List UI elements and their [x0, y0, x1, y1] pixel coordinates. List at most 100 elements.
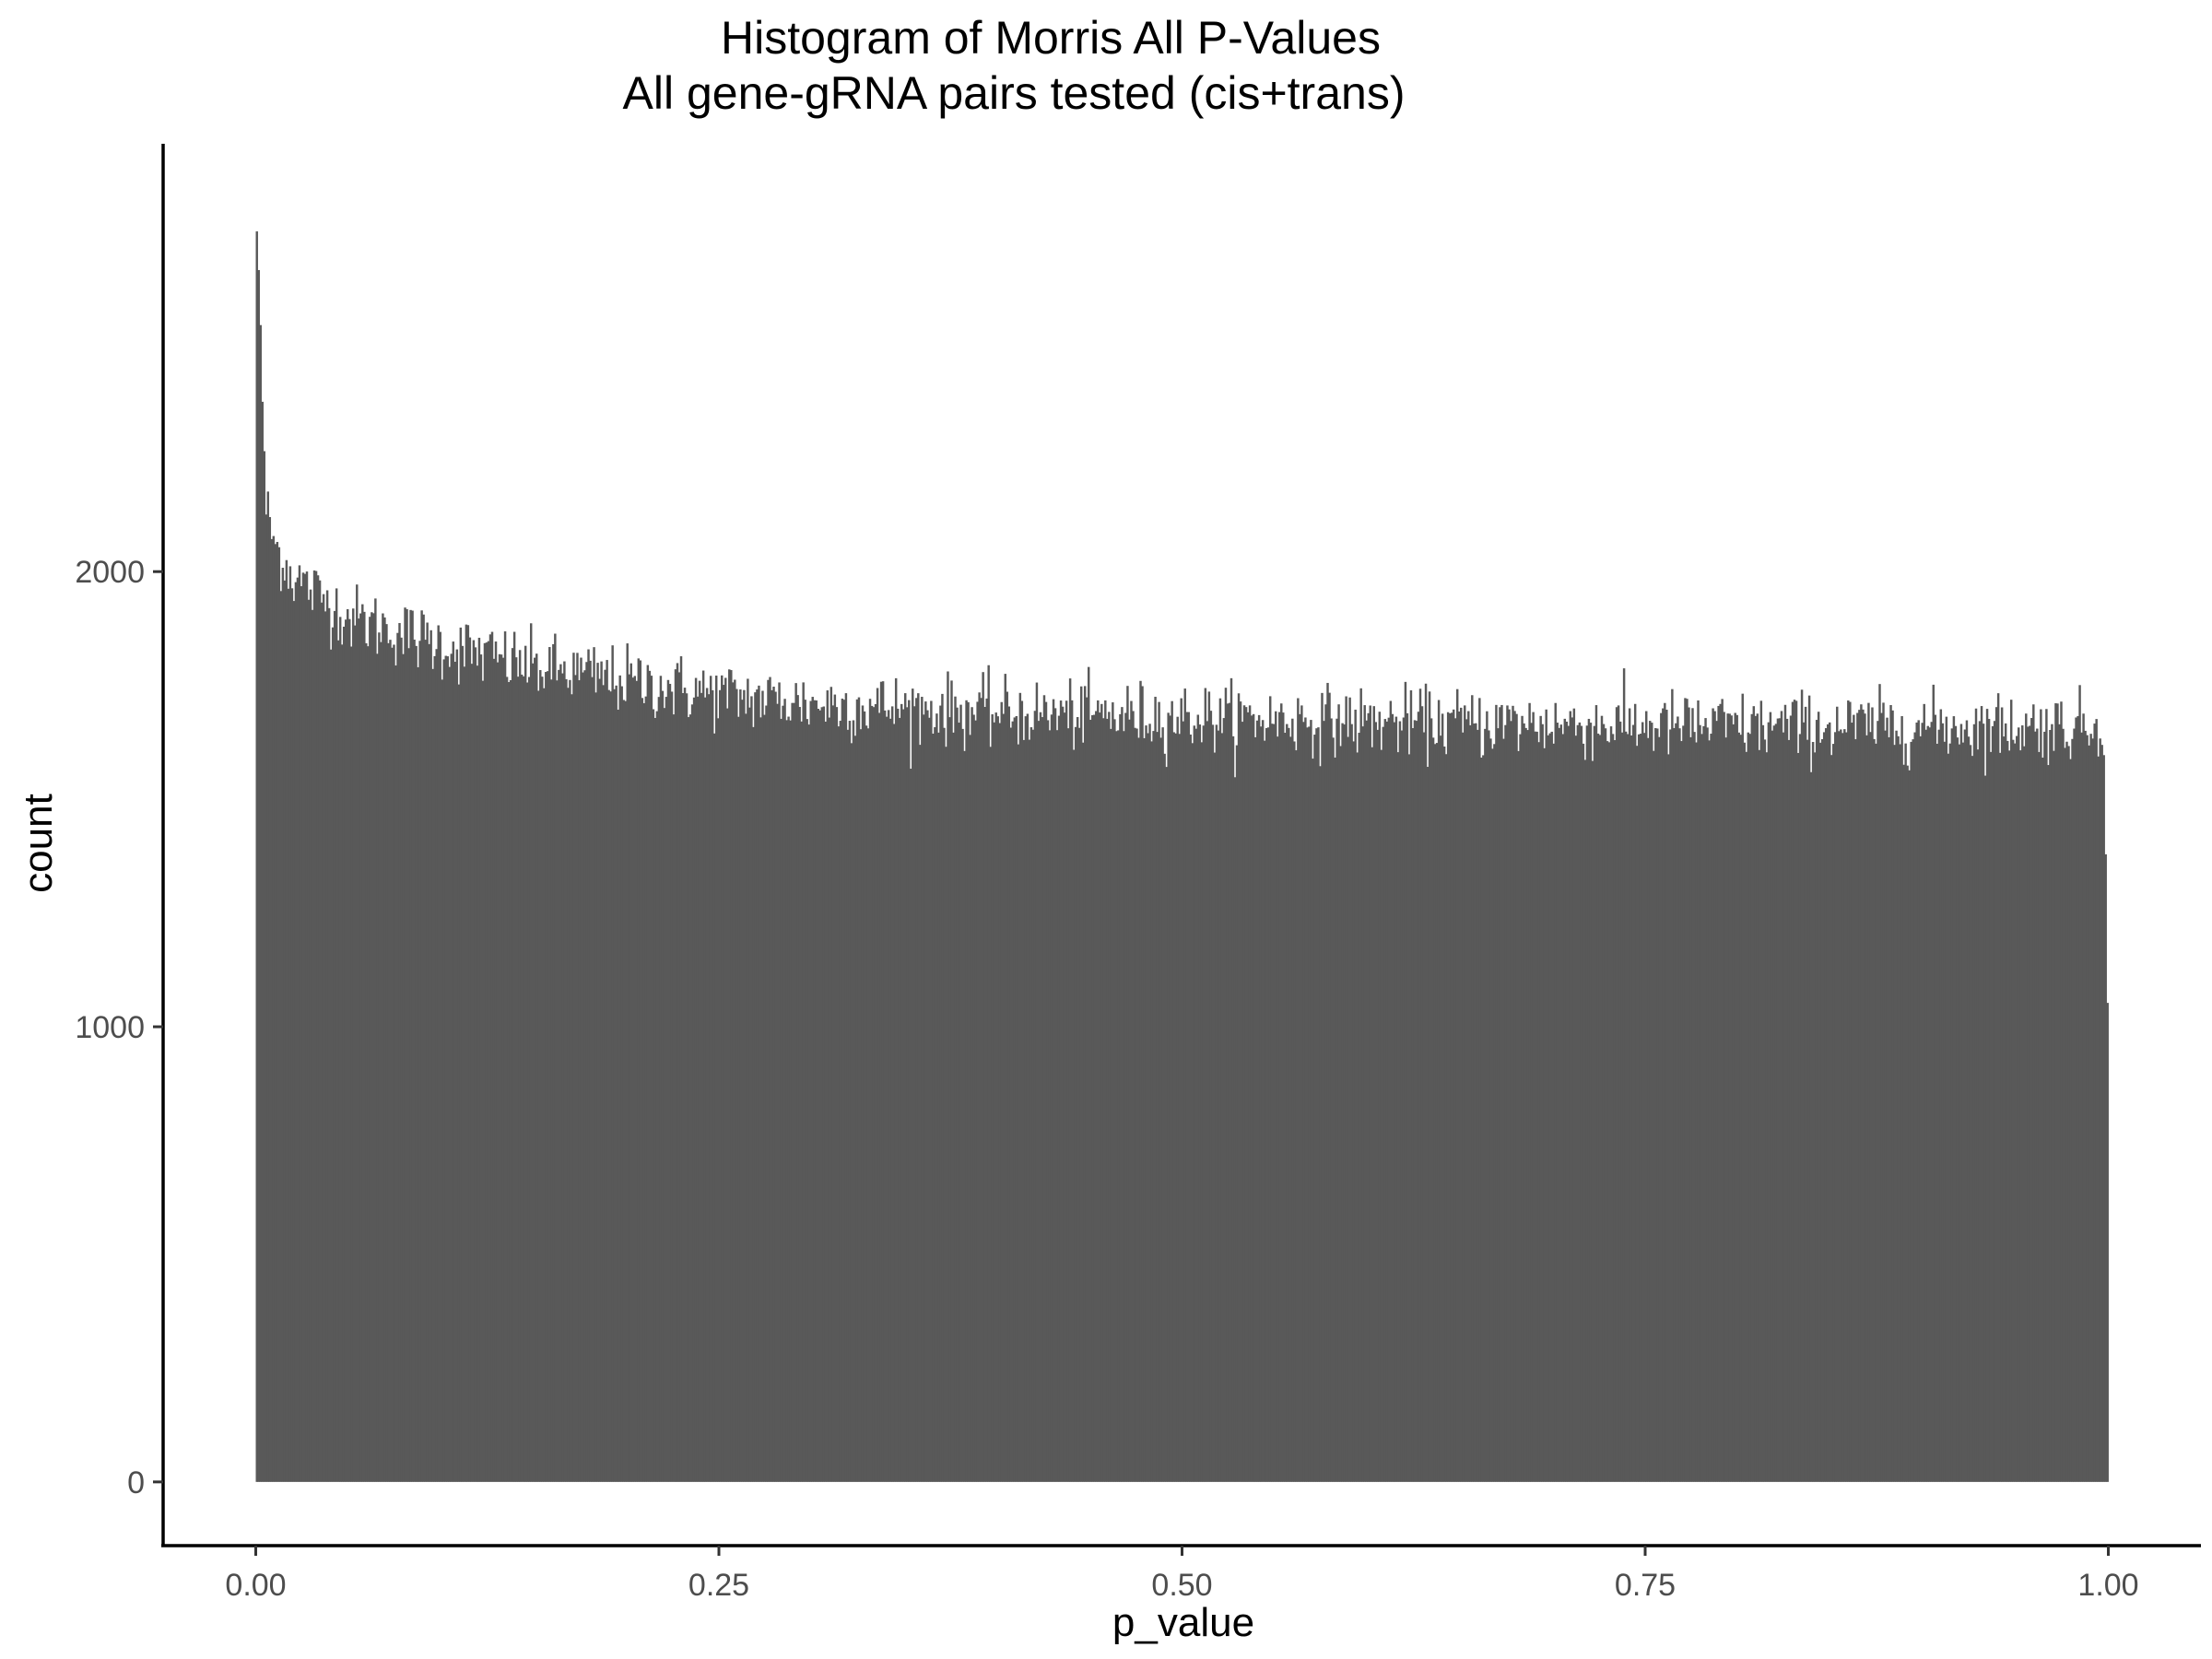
histogram-bar	[1794, 700, 1798, 1482]
histogram-bar	[748, 707, 751, 1482]
histogram-bar	[283, 580, 287, 1482]
histogram-bar	[668, 683, 672, 1482]
histogram-bar	[1841, 733, 1844, 1482]
histogram-bar	[1871, 707, 1874, 1482]
histogram-bar	[1796, 752, 1800, 1482]
histogram-bar	[404, 607, 406, 1482]
histogram-bar	[759, 717, 762, 1482]
histogram-bar	[1974, 708, 1978, 1482]
histogram-bar	[1717, 705, 1720, 1482]
histogram-bar	[2006, 740, 2009, 1482]
histogram-bar	[842, 700, 846, 1482]
histogram-bar	[915, 698, 918, 1482]
histogram-bar	[932, 733, 935, 1482]
histogram-bar	[1319, 766, 1322, 1482]
histogram-bar	[1015, 715, 1018, 1482]
histogram-bar	[1734, 712, 1736, 1482]
histogram-bar	[606, 660, 608, 1482]
histogram-bar	[1465, 719, 1468, 1482]
histogram-bar	[1695, 742, 1698, 1482]
histogram-bar	[1132, 711, 1135, 1482]
histogram-bar	[361, 604, 364, 1482]
histogram-bar	[2058, 724, 2061, 1482]
histogram-bar	[1664, 702, 1666, 1482]
histogram-bar	[1778, 718, 1782, 1482]
histogram-bar	[1000, 701, 1003, 1482]
histogram-bar	[1302, 722, 1305, 1482]
histogram-bar	[1806, 739, 1809, 1482]
histogram-bar	[1330, 718, 1333, 1482]
histogram-bar	[1420, 706, 1424, 1482]
histogram-bar	[939, 705, 942, 1482]
histogram-bar	[1994, 707, 1998, 1482]
histogram-bar	[848, 721, 852, 1482]
histogram-bar	[298, 565, 301, 1482]
histogram-bar	[1980, 706, 1983, 1482]
histogram-bar	[604, 669, 606, 1482]
histogram-bar	[514, 657, 518, 1482]
histogram-bar	[1391, 713, 1394, 1482]
histogram-bar	[622, 700, 625, 1482]
histogram-bar	[1473, 724, 1476, 1482]
histogram-bar	[1747, 732, 1750, 1482]
histogram-bar	[541, 677, 544, 1482]
histogram-bar	[1613, 740, 1617, 1482]
histogram-bar	[958, 723, 960, 1482]
histogram-bar	[329, 649, 333, 1482]
histogram-bar	[420, 610, 423, 1482]
histogram-bar	[1255, 720, 1259, 1482]
histogram-bar	[483, 642, 487, 1482]
histogram-bar	[1654, 727, 1657, 1482]
histogram-bar	[965, 700, 968, 1482]
histogram-bar	[1660, 712, 1663, 1482]
histogram-bar	[1284, 733, 1287, 1482]
histogram-bar	[1783, 704, 1787, 1482]
histogram-bar	[359, 613, 362, 1482]
histogram-bar	[763, 714, 766, 1482]
histogram-bar	[1217, 730, 1220, 1482]
histogram-bar	[501, 657, 505, 1482]
histogram-bar	[1028, 739, 1031, 1482]
histogram-bar	[728, 669, 731, 1482]
histogram-bar	[1091, 714, 1094, 1482]
histogram-bar	[1832, 744, 1835, 1482]
histogram-bar	[1713, 711, 1716, 1482]
histogram-bar	[1809, 771, 1813, 1482]
histogram-bar	[1455, 688, 1459, 1482]
histogram-bar	[1396, 752, 1400, 1482]
histogram-bar	[1442, 746, 1446, 1482]
histogram-bar	[1873, 738, 1876, 1482]
histogram-bar	[1321, 692, 1324, 1482]
histogram-bar	[1578, 722, 1582, 1482]
histogram-bar	[1512, 705, 1514, 1482]
histogram-bar	[730, 670, 733, 1482]
histogram-bar	[1665, 710, 1668, 1482]
histogram-bar	[870, 705, 874, 1482]
histogram-bar	[1241, 722, 1244, 1482]
histogram-bar	[1215, 724, 1218, 1482]
chart-subtitle: All gene-gRNA pairs tested (cis+trans)	[623, 67, 1406, 119]
histogram-bar	[618, 675, 621, 1482]
histogram-bar	[363, 611, 366, 1482]
histogram-bar	[1135, 728, 1138, 1482]
histogram-bar	[1567, 725, 1571, 1482]
histogram-bar	[407, 648, 410, 1482]
histogram-bar	[1484, 728, 1487, 1482]
histogram-bar	[714, 676, 718, 1482]
histogram-bar	[1480, 757, 1483, 1482]
histogram-bar	[2099, 738, 2101, 1482]
histogram-bar	[2040, 709, 2042, 1482]
histogram-bar	[418, 641, 421, 1482]
y-tick-label: 0	[127, 1465, 145, 1500]
histogram-bar	[1919, 735, 1922, 1482]
histogram-bar	[822, 706, 826, 1482]
histogram-bar	[2089, 734, 2092, 1482]
histogram-bar	[1580, 725, 1583, 1482]
histogram-bar	[1593, 725, 1596, 1482]
histogram-bar	[1411, 728, 1415, 1482]
histogram-bar	[747, 678, 749, 1482]
histogram-bar	[1649, 721, 1652, 1482]
histogram-bar	[734, 679, 736, 1482]
histogram-bar	[1793, 700, 1796, 1482]
histogram-bar	[1675, 723, 1677, 1482]
